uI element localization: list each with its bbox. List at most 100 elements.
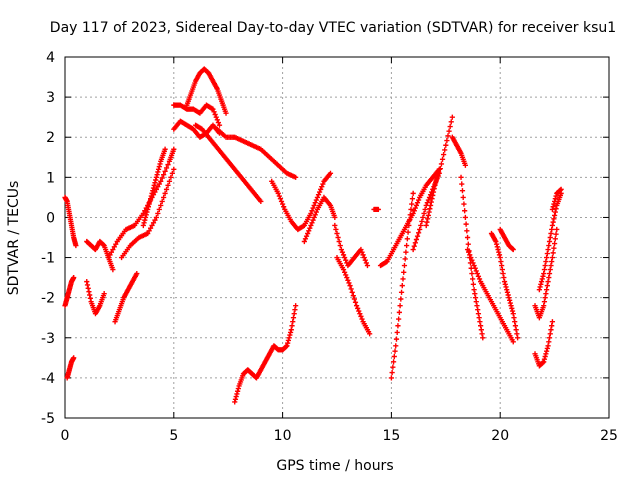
data-point-marker — [411, 208, 417, 214]
data-point-marker — [156, 206, 162, 213]
data-point-marker — [359, 249, 365, 255]
data-point-marker — [311, 202, 317, 209]
data-point-marker — [470, 260, 476, 266]
data-point-marker — [549, 254, 556, 261]
data-point-marker — [435, 172, 441, 178]
data-point-marker — [507, 300, 513, 306]
axis-ticks — [64, 56, 610, 419]
data-point-marker — [234, 391, 240, 397]
data-point-marker — [293, 174, 299, 180]
data-point-marker — [163, 186, 170, 192]
data-point-marker — [303, 233, 310, 239]
data-point-marker — [290, 315, 297, 321]
data-point-marker — [101, 291, 107, 297]
data-point-marker — [496, 252, 503, 258]
data-point-marker — [543, 258, 549, 265]
x-tick-label: 5 — [169, 428, 178, 444]
x-axis-label: GPS time / hours — [276, 458, 393, 474]
series-trace-ag — [549, 186, 564, 213]
data-point-marker — [358, 246, 364, 253]
data-point-marker — [551, 245, 557, 251]
data-point-marker — [311, 214, 317, 221]
data-point-marker — [473, 299, 479, 305]
data-point-marker — [416, 230, 422, 236]
data-point-marker — [553, 231, 559, 237]
data-point-marker — [401, 262, 408, 269]
data-point-marker — [410, 246, 416, 253]
data-point-marker — [146, 201, 152, 207]
data-point-marker — [537, 284, 543, 290]
data-point-marker — [147, 225, 154, 231]
data-point-marker — [547, 234, 553, 241]
data-point-marker — [348, 286, 354, 292]
data-point-marker — [87, 295, 93, 301]
series-trace-r — [332, 222, 371, 269]
data-point-marker — [312, 212, 318, 218]
data-point-marker — [549, 323, 555, 329]
data-point-marker — [375, 206, 381, 213]
data-point-marker — [462, 162, 468, 168]
data-point-marker — [405, 229, 411, 235]
x-tick-label: 25 — [600, 428, 618, 444]
series-trace-ab — [488, 230, 521, 341]
data-point-marker — [308, 222, 314, 229]
data-point-marker — [337, 242, 343, 249]
data-point-marker — [86, 289, 92, 295]
data-point-marker — [355, 305, 361, 311]
series-trace-k — [171, 118, 223, 140]
data-point-marker — [512, 319, 518, 325]
data-point-marker — [462, 214, 468, 221]
data-point-marker — [290, 319, 296, 325]
data-point-marker — [340, 252, 347, 258]
data-point-marker — [501, 275, 507, 281]
data-point-marker — [403, 249, 409, 255]
data-point-marker — [554, 226, 560, 233]
data-point-marker — [510, 246, 516, 253]
data-point-marker — [359, 316, 365, 322]
data-point-marker — [367, 331, 373, 337]
data-point-marker — [446, 128, 452, 134]
y-tick-label: -1 — [41, 251, 55, 267]
data-point-marker — [332, 222, 338, 229]
data-point-marker — [148, 193, 154, 199]
data-point-marker — [232, 399, 238, 405]
data-point-marker — [474, 271, 480, 277]
data-point-marker — [424, 219, 430, 225]
data-point-marker — [146, 228, 152, 234]
data-point-marker — [315, 192, 322, 198]
data-point-marker — [550, 250, 556, 256]
data-point-marker — [429, 196, 435, 202]
series-trace-o — [232, 303, 299, 405]
data-point-marker — [155, 184, 161, 190]
data-point-marker — [404, 242, 410, 249]
data-point-marker — [232, 396, 239, 402]
data-point-marker — [343, 257, 349, 263]
data-point-marker — [552, 240, 558, 247]
data-point-marker — [316, 189, 323, 195]
data-point-marker — [396, 316, 402, 322]
data-point-marker — [510, 311, 516, 317]
series-trace-x — [423, 166, 442, 229]
data-point-marker — [468, 254, 474, 261]
data-point-marker — [223, 110, 229, 116]
data-point-marker — [475, 273, 482, 279]
data-point-marker — [235, 388, 241, 394]
data-point-marker — [140, 210, 146, 217]
y-tick-label: -4 — [41, 371, 55, 387]
data-point-marker — [140, 222, 146, 229]
data-point-marker — [509, 305, 515, 311]
data-point-marker — [513, 327, 519, 333]
data-point-marker — [538, 279, 545, 285]
series-trace-ae — [532, 226, 560, 321]
data-point-marker — [345, 277, 351, 283]
data-point-marker — [113, 241, 119, 247]
y-tick-label: 2 — [46, 130, 55, 146]
data-point-marker — [159, 198, 165, 204]
data-point-marker — [276, 193, 282, 199]
data-point-marker — [108, 249, 115, 255]
data-point-marker — [409, 196, 416, 202]
data-point-marker — [472, 265, 478, 271]
data-point-marker — [432, 182, 438, 188]
data-point-marker — [162, 168, 168, 174]
